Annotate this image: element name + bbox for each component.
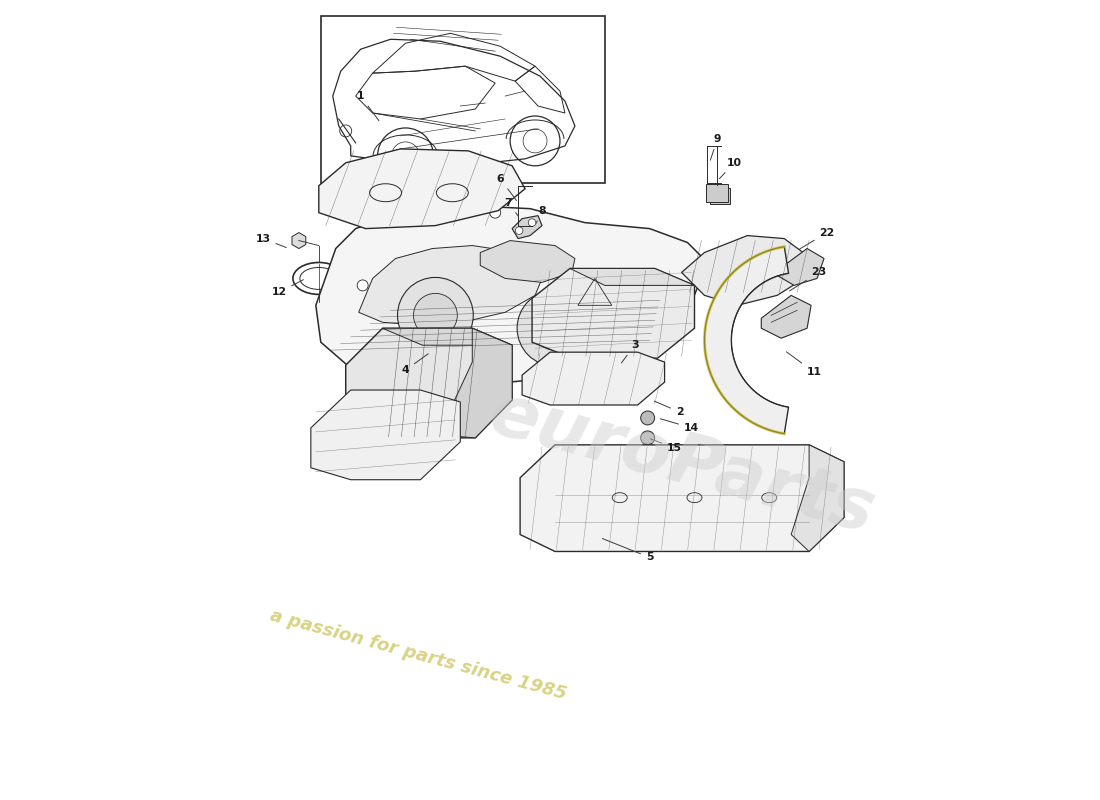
Polygon shape (383, 328, 513, 345)
Circle shape (635, 285, 646, 296)
FancyBboxPatch shape (706, 184, 728, 202)
Text: 2: 2 (654, 401, 683, 417)
Text: 5: 5 (603, 538, 653, 562)
Text: 4: 4 (402, 354, 428, 375)
Circle shape (414, 294, 458, 338)
Circle shape (412, 360, 424, 370)
Polygon shape (311, 390, 460, 480)
Polygon shape (359, 246, 542, 326)
Polygon shape (682, 235, 807, 306)
Polygon shape (345, 328, 513, 438)
Circle shape (534, 306, 576, 350)
Text: a passion for parts since 1985: a passion for parts since 1985 (268, 606, 569, 703)
Polygon shape (520, 445, 844, 551)
Text: 15: 15 (650, 439, 682, 453)
Circle shape (490, 207, 500, 218)
Polygon shape (778, 249, 824, 286)
Polygon shape (522, 352, 664, 405)
Circle shape (640, 431, 654, 445)
Text: 7: 7 (504, 198, 518, 217)
Text: 8: 8 (536, 206, 546, 223)
Text: 14: 14 (660, 418, 700, 433)
Text: 1: 1 (356, 91, 378, 121)
Text: 3: 3 (621, 340, 638, 363)
Polygon shape (481, 241, 575, 282)
Circle shape (515, 227, 522, 234)
Polygon shape (761, 295, 811, 338)
Text: 13: 13 (255, 234, 286, 247)
Text: 23: 23 (790, 267, 827, 291)
Polygon shape (319, 149, 525, 229)
Polygon shape (704, 246, 789, 434)
Polygon shape (316, 206, 707, 385)
Polygon shape (570, 269, 694, 286)
Circle shape (517, 290, 593, 366)
Polygon shape (513, 216, 542, 238)
Text: 10: 10 (719, 158, 741, 178)
Text: 22: 22 (800, 227, 835, 249)
Text: 9: 9 (711, 134, 722, 160)
Polygon shape (532, 269, 694, 358)
Bar (321, 16, 605, 182)
Circle shape (397, 278, 473, 353)
Text: 11: 11 (786, 352, 822, 377)
Circle shape (640, 411, 654, 425)
Polygon shape (439, 328, 513, 438)
Circle shape (582, 360, 593, 370)
Text: 6: 6 (496, 174, 516, 201)
Polygon shape (791, 445, 844, 551)
Text: 12: 12 (272, 280, 304, 298)
Text: euroParts: euroParts (482, 379, 882, 548)
Circle shape (528, 219, 536, 226)
FancyBboxPatch shape (711, 188, 730, 204)
Circle shape (358, 280, 368, 291)
